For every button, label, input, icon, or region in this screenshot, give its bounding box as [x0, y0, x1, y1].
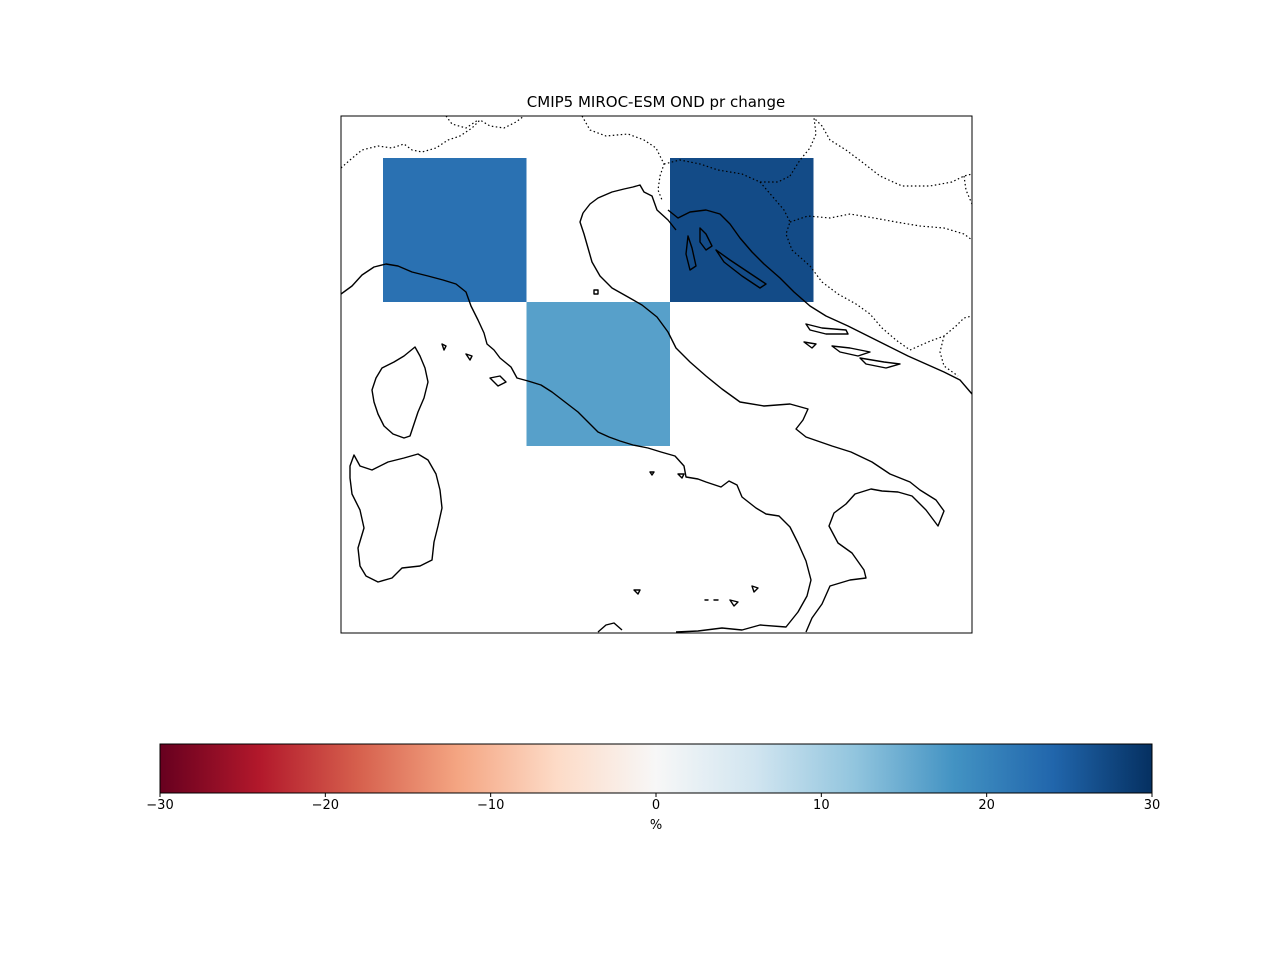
grid-cell [526, 302, 670, 446]
italy-east-coast [579, 184, 945, 633]
grid-cell [383, 158, 527, 302]
country-borders [341, 116, 972, 377]
colorbar-tick-label: −10 [477, 798, 504, 813]
corsica-coast [371, 346, 429, 439]
south-coast [597, 622, 623, 633]
krk-island [699, 227, 713, 251]
colorbar-tick-label: 0 [652, 798, 660, 813]
colorbar-tick-label: −30 [146, 798, 173, 813]
coastlines [341, 184, 972, 633]
small-islands [441, 289, 759, 607]
elba-island [489, 375, 507, 387]
dalmatian-islands [803, 323, 901, 369]
colorbar-ticks: −30 −20 −10 0 10 20 30 [146, 793, 1160, 813]
grid-cell [670, 158, 814, 302]
croatia-coast [667, 209, 972, 395]
data-cells [383, 158, 814, 446]
colorbar-tick-label: 10 [813, 798, 830, 813]
map-frame [340, 115, 973, 634]
colorbar: −30 −20 −10 0 10 20 30 % [146, 743, 1160, 833]
map-panel [340, 115, 973, 634]
cres-island [685, 235, 697, 271]
italy-west-coast [341, 263, 812, 633]
colorbar-tick-label: 30 [1144, 798, 1161, 813]
colorbar-label: % [650, 818, 662, 833]
map-title: CMIP5 MIROC-ESM OND pr change [527, 93, 785, 111]
colorbar-tick-label: −20 [312, 798, 339, 813]
colorbar-tick-label: 20 [978, 798, 995, 813]
colorbar-gradient [159, 743, 1153, 794]
sardinia-coast [349, 453, 443, 583]
pag-island [715, 249, 767, 289]
